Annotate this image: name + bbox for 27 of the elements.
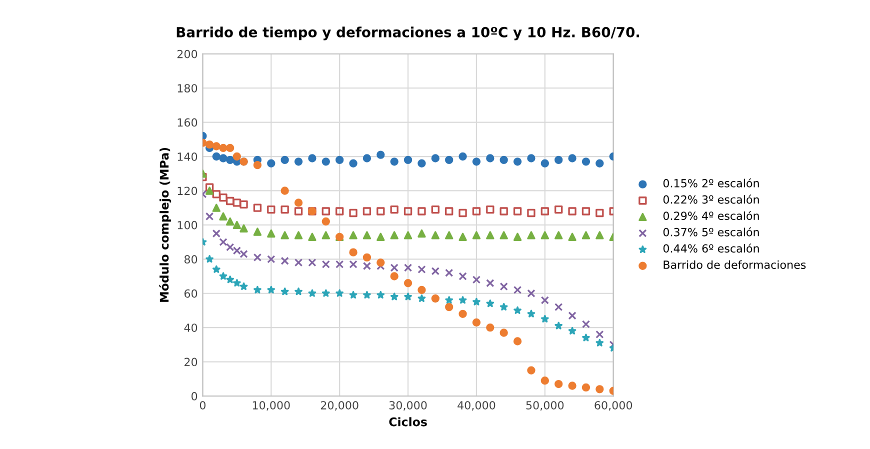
legend-label: 0.44% 6º escalón: [663, 244, 759, 253]
y-tick-label: 200: [177, 50, 198, 58]
x-tick-label: 40,000: [458, 401, 496, 411]
x-tick-label: 0: [200, 401, 206, 410]
legend-label: 0.37% 5º escalón: [663, 227, 759, 236]
y-axis-title: Módulo complejo (MPa): [159, 148, 172, 302]
legend-label: 0.15% 2º escalón: [663, 178, 759, 188]
x-tick-label: 60,000: [594, 401, 632, 411]
x-tick-label: 30,000: [389, 401, 427, 411]
legend-label: 0.22% 3º escalón: [663, 194, 759, 204]
y-tick-label: 100: [178, 220, 198, 230]
x-tick-label: 20,000: [320, 401, 358, 411]
y-tick-label: 80: [184, 255, 198, 264]
y-tick-label: 40: [184, 324, 198, 332]
x-axis-title: Ciclos: [389, 417, 427, 426]
y-tick-label: 120: [178, 186, 198, 196]
legend-label: 0.29% 4º escalón: [663, 210, 759, 220]
y-tick-label: 60: [184, 289, 198, 298]
y-tick-label: 180: [178, 84, 198, 92]
x-tick-label: 50,000: [526, 401, 564, 411]
legend-label: Barrido de deformaciones: [664, 260, 806, 269]
chart-title: Barrido de tiempo y deformaciones a 10ºC y 10 Hz. B60/70.: [176, 26, 640, 40]
y-tick-label: 0: [192, 392, 198, 400]
x-tick-label: 10,000: [252, 401, 290, 411]
y-tick-label: 20: [184, 358, 198, 366]
y-tick-label: 140: [178, 152, 198, 161]
y-tick-label: 160: [178, 118, 198, 127]
